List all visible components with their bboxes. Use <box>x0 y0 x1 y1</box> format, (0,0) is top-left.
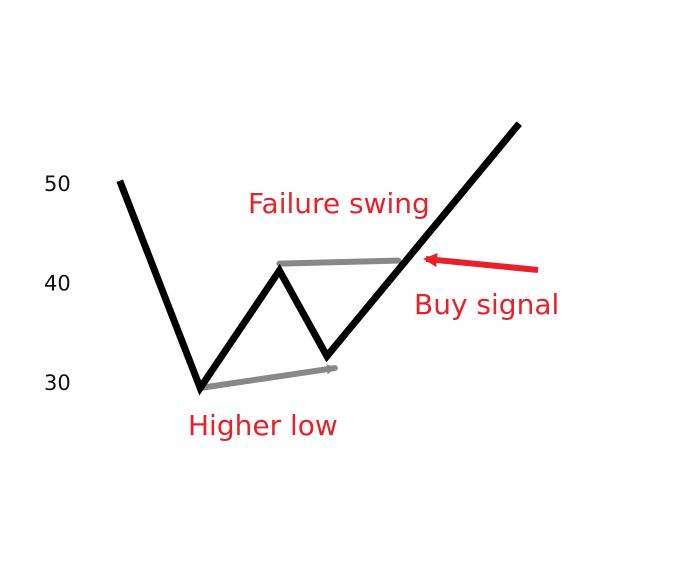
y-tick-label: 40 <box>44 272 71 296</box>
price-line <box>116 121 522 396</box>
price-points <box>120 126 518 389</box>
buy-signal-arrow <box>423 253 539 273</box>
annotation-failure-swing: Failure swing <box>248 187 430 220</box>
annotation-higher-low: Higher low <box>188 409 338 442</box>
reference-lines <box>197 257 402 391</box>
higher-low-line <box>197 364 338 391</box>
y-tick-label: 50 <box>44 172 71 196</box>
failure-swing-line <box>276 257 402 267</box>
y-tick-label: 30 <box>44 371 71 395</box>
y-axis-ticks: 30 40 50 <box>44 172 71 395</box>
annotation-buy-signal: Buy signal <box>414 288 559 321</box>
